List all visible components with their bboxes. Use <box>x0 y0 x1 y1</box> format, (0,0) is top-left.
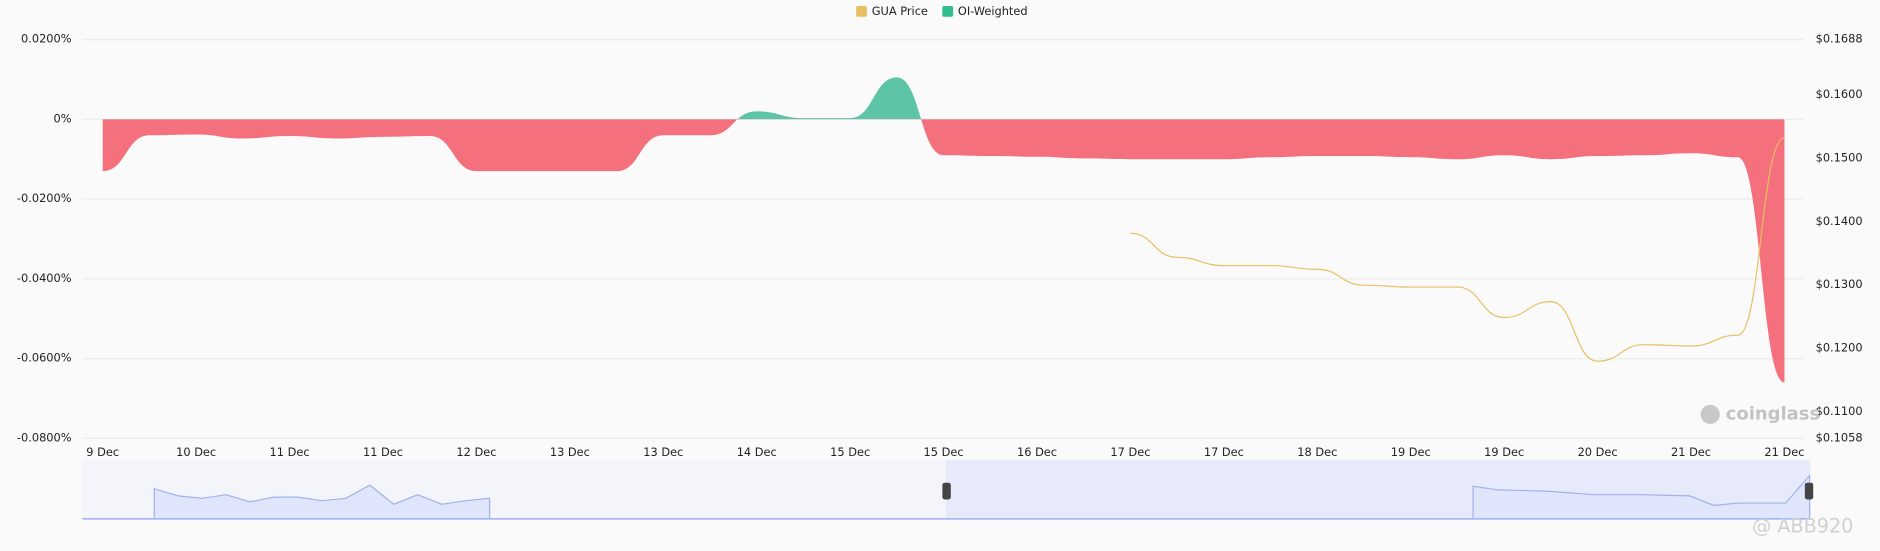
x-tick-label: 9 Dec <box>86 445 119 459</box>
navigator[interactable] <box>82 459 1814 520</box>
y2-tick-label: $0.1058 <box>1816 430 1863 444</box>
x-tick-label: 21 Dec <box>1671 445 1711 459</box>
legend-swatch <box>856 5 867 17</box>
legend-label: OI-Weighted <box>958 4 1028 18</box>
watermark: coinglass <box>1726 403 1820 424</box>
y-tick-label: 0% <box>54 111 72 125</box>
y2-tick-label: $0.1400 <box>1816 214 1863 228</box>
x-tick-label: 19 Dec <box>1484 445 1524 459</box>
y-tick-label: -0.0400% <box>17 271 72 285</box>
y2-tick-label: $0.1300 <box>1816 277 1863 291</box>
watermark: @ ABB920 <box>1752 515 1853 538</box>
x-tick-label: 17 Dec <box>1204 445 1244 459</box>
x-tick-label: 16 Dec <box>1017 445 1057 459</box>
x-tick-label: 15 Dec <box>830 445 870 459</box>
navigator-handle[interactable] <box>942 482 951 500</box>
x-tick-label: 21 Dec <box>1764 445 1804 459</box>
x-tick-label: 15 Dec <box>924 445 964 459</box>
x-tick-label: 12 Dec <box>456 445 496 459</box>
y-tick-label: -0.0200% <box>17 191 72 205</box>
y2-tick-label: $0.1100 <box>1816 404 1863 418</box>
y2-tick-label: $0.1688 <box>1816 32 1863 46</box>
x-tick-label: 18 Dec <box>1297 445 1337 459</box>
x-tick-label: 13 Dec <box>643 445 683 459</box>
y2-tick-label: $0.1200 <box>1816 340 1863 354</box>
x-tick-label: 10 Dec <box>176 445 216 459</box>
x-tick-label: 14 Dec <box>737 445 777 459</box>
y-tick-label: -0.0800% <box>17 430 72 444</box>
x-tick-label: 17 Dec <box>1110 445 1150 459</box>
funding-area-positive <box>737 77 922 120</box>
y-tick-label: -0.0600% <box>17 351 72 365</box>
legend-label: GUA Price <box>872 4 928 18</box>
y2-tick-label: $0.1500 <box>1816 151 1863 165</box>
legend-swatch <box>942 5 954 17</box>
y-tick-label: 0.0200% <box>21 32 72 46</box>
x-tick-label: 20 Dec <box>1578 445 1618 459</box>
funding-area-negative <box>102 119 1785 383</box>
navigator-series <box>82 473 1811 520</box>
price-line <box>1130 137 1785 362</box>
x-tick-label: 11 Dec <box>270 445 310 459</box>
navigator-handle[interactable] <box>1804 482 1814 500</box>
watermark-logo <box>1700 404 1720 425</box>
x-tick-label: 11 Dec <box>363 445 403 459</box>
x-tick-label: 19 Dec <box>1391 445 1431 459</box>
y2-tick-label: $0.1600 <box>1816 87 1863 101</box>
x-tick-label: 13 Dec <box>550 445 590 459</box>
